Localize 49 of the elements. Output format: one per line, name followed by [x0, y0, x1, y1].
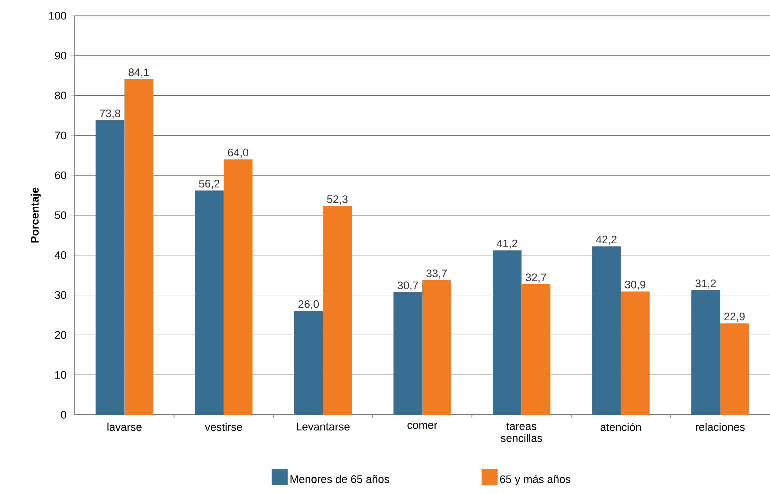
x-tick-label: lavarse — [108, 423, 142, 432]
y-tick-label: 100 — [49, 12, 66, 20]
data-label: 26,0 — [298, 300, 320, 310]
bar — [621, 292, 650, 415]
data-label: 56,2 — [199, 180, 220, 190]
data-label: 84,1 — [128, 68, 150, 78]
data-label: 73,8 — [100, 110, 120, 119]
bar — [195, 190, 224, 415]
y-tick-label: 40 — [54, 252, 66, 260]
bar — [592, 246, 622, 415]
data-label: 33,7 — [426, 270, 448, 279]
data-label: 42,2 — [596, 236, 617, 245]
data-label: 30,9 — [625, 280, 646, 290]
y-axis-title: Porcentaje — [30, 188, 42, 243]
x-tick-label: tareas sencillas — [501, 423, 542, 442]
y-tick-label: 90 — [55, 52, 66, 60]
y-tick-label: 0 — [61, 411, 66, 419]
bar — [720, 324, 750, 415]
data-label: 22,9 — [724, 312, 745, 322]
legend-label: 65 y más años — [500, 475, 571, 486]
x-tick-label: Levantarse — [297, 423, 350, 431]
bar — [422, 280, 452, 415]
bar — [224, 160, 253, 415]
legend-label: Menores de 65 años — [290, 475, 390, 484]
bar — [522, 284, 551, 415]
y-tick-label: 70 — [55, 132, 66, 140]
y-tick-label: 80 — [55, 92, 66, 100]
bar — [124, 79, 154, 415]
y-tick-label: 30 — [55, 291, 66, 300]
data-label: 31,2 — [696, 280, 716, 289]
bar — [394, 292, 423, 415]
x-tick-label: relaciones — [696, 423, 745, 432]
bar — [323, 206, 352, 415]
data-label: 52,3 — [327, 196, 348, 205]
data-label: 30,7 — [398, 282, 418, 291]
bar — [492, 250, 522, 415]
bar — [692, 290, 720, 415]
y-tick-label: 10 — [56, 371, 66, 379]
x-tick-label: comer — [408, 423, 438, 430]
x-tick-label: atención — [600, 423, 642, 432]
data-label: 64,0 — [228, 148, 249, 158]
y-tick-label: 60 — [55, 172, 66, 180]
y-tick-label: 20 — [55, 331, 66, 340]
bar — [96, 120, 125, 415]
bar — [294, 311, 324, 415]
x-tick-label: vestirse — [205, 423, 242, 432]
data-label: 32,7 — [526, 274, 546, 283]
data-label: 41,2 — [496, 240, 518, 249]
y-tick-label: 50 — [55, 212, 66, 220]
